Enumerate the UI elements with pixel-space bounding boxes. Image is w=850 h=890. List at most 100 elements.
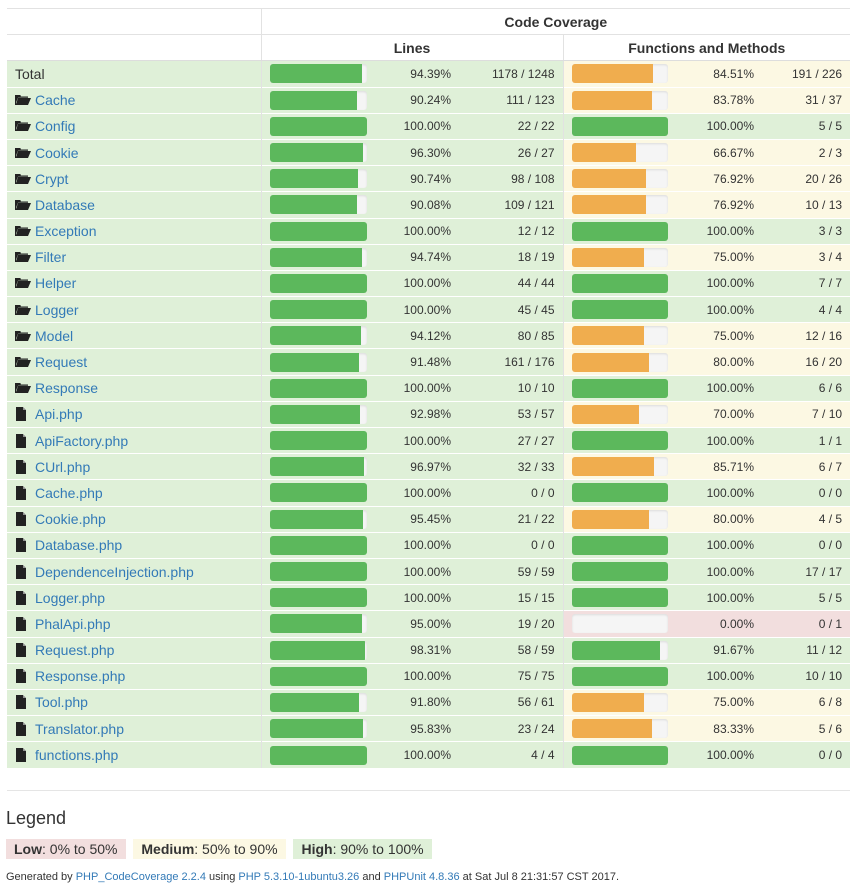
row-link[interactable]: Logger.php [35, 589, 106, 606]
lines-progress-bar [269, 535, 367, 555]
row-link[interactable]: Cookie [35, 144, 79, 161]
lines-progress-bar [269, 352, 367, 372]
lines-fraction: 45 / 45 [459, 296, 563, 323]
legend-high-range: : 90% to 100% [332, 841, 424, 857]
row-name-cell: Cache [7, 86, 261, 114]
footer-php-link[interactable]: PHP 5.3.10-1ubuntu3.26 [238, 871, 360, 883]
footer-phpunit-link[interactable]: PHPUnit 4.8.36 [383, 871, 460, 883]
row-name-cell: ApiFactory.php [7, 426, 261, 454]
fn-fraction: 2 / 3 [762, 138, 850, 166]
row-link[interactable]: Request [35, 354, 88, 371]
lines-bar-cell [260, 86, 375, 114]
row-name: Total [15, 65, 45, 82]
lines-bar-cell [260, 348, 375, 376]
lines-fraction: 98 / 108 [459, 165, 563, 192]
row-link[interactable]: Translator.php [35, 720, 124, 737]
row-link[interactable]: Api.php [35, 406, 83, 423]
fn-progress-bar [571, 64, 668, 84]
fn-fraction: 3 / 3 [762, 217, 850, 245]
row-link[interactable]: Response [35, 380, 99, 397]
row-name-cell: Filter [7, 243, 261, 271]
fn-percent: 100.00% [676, 584, 762, 611]
footer-and: and [359, 871, 384, 883]
row-link[interactable]: Request.php [35, 642, 115, 659]
folder-icon [15, 146, 31, 158]
lines-progress-fill [269, 692, 359, 712]
lines-bar-cell [260, 322, 375, 349]
row-link[interactable]: Cookie.php [35, 511, 106, 528]
header-lines: Lines [260, 34, 563, 62]
table-row: Response 100.00% 10 / 10 100.00% 6 / 6 [7, 374, 850, 402]
row-name-cell: Api.php [7, 400, 261, 428]
lines-progress-fill [269, 562, 367, 582]
row-link[interactable]: Response.php [35, 668, 126, 685]
lines-percent: 100.00% [375, 531, 459, 559]
row-link[interactable]: ApiFactory.php [35, 432, 129, 449]
row-link[interactable]: DependenceInjection.php [35, 563, 194, 580]
lines-progress-fill [269, 64, 362, 84]
lines-percent: 96.97% [375, 453, 459, 480]
row-name-cell: Crypt [7, 165, 261, 192]
fn-progress-fill [571, 352, 649, 372]
row-link[interactable]: Cache.php [35, 484, 103, 501]
fn-fraction-text: 7 / 10 [812, 407, 843, 422]
fn-fraction-text: 5 / 5 [818, 590, 843, 605]
table-row: Translator.php 95.83% 23 / 24 83.33% 5 / 6 [7, 715, 850, 742]
fn-bar-cell [562, 60, 676, 88]
fn-bar-cell [562, 557, 676, 585]
fn-percent: 76.92% [676, 165, 762, 192]
fn-progress-fill [571, 640, 660, 660]
lines-progress-bar [269, 666, 367, 686]
fn-progress-bar [571, 588, 668, 608]
row-name-cell: Logger.php [7, 584, 261, 611]
fn-progress-bar [571, 352, 668, 372]
row-link[interactable]: Helper [35, 275, 77, 292]
fn-fraction: 5 / 6 [762, 715, 850, 742]
row-link[interactable]: CUrl.php [35, 458, 91, 475]
fn-progress-fill [571, 195, 646, 215]
fn-fraction-text: 6 / 6 [818, 381, 843, 396]
lines-bar-cell [260, 60, 375, 88]
lines-progress-bar [269, 692, 367, 712]
lines-progress-bar [269, 273, 367, 293]
fn-percent: 100.00% [676, 296, 762, 323]
row-link[interactable]: Exception [35, 223, 97, 240]
row-link[interactable]: Cache [35, 92, 76, 109]
fn-bar-cell [562, 453, 676, 480]
row-link[interactable]: Database.php [35, 537, 123, 554]
row-link[interactable]: Model [35, 327, 74, 344]
row-link[interactable]: PhalApi.php [35, 615, 111, 632]
row-name-cell: Response [7, 374, 261, 402]
table-row: Cookie.php 95.45% 21 / 22 80.00% 4 / 5 [7, 505, 850, 533]
folder-icon [15, 93, 31, 106]
lines-fraction: 0 / 0 [459, 479, 563, 507]
row-link[interactable]: functions.php [35, 747, 119, 764]
lines-bar-cell [260, 557, 375, 585]
lines-percent: 95.83% [375, 715, 459, 742]
file-icon [15, 564, 27, 579]
fn-percent: 91.67% [676, 636, 762, 664]
row-link[interactable]: Config [35, 118, 76, 135]
row-link[interactable]: Database [35, 196, 95, 213]
lines-progress-bar [269, 143, 367, 163]
lines-progress-fill [269, 116, 367, 136]
row-link[interactable]: Tool.php [35, 694, 88, 711]
lines-progress-bar [269, 614, 367, 634]
lines-fraction: 44 / 44 [459, 269, 563, 297]
fn-fraction-text: 20 / 26 [805, 171, 843, 186]
fn-progress-fill [571, 116, 668, 136]
row-link[interactable]: Crypt [35, 170, 69, 187]
row-link[interactable]: Logger [35, 301, 79, 318]
footer-tool-link[interactable]: PHP_CodeCoverage 2.2.4 [75, 871, 206, 883]
fn-progress-fill [571, 64, 654, 84]
fn-fraction: 3 / 4 [762, 243, 850, 271]
fn-progress-bar [571, 535, 668, 555]
lines-fraction: 75 / 75 [459, 662, 563, 690]
table-row: Cookie 96.30% 26 / 27 66.67% 2 / 3 [7, 138, 850, 166]
row-link[interactable]: Filter [35, 249, 67, 266]
lines-percent: 100.00% [375, 662, 459, 690]
lines-fraction: 23 / 24 [459, 715, 563, 742]
table-row: Config 100.00% 22 / 22 100.00% 5 / 5 [7, 112, 850, 140]
file-icon [15, 721, 27, 736]
fn-progress-fill [571, 247, 644, 267]
